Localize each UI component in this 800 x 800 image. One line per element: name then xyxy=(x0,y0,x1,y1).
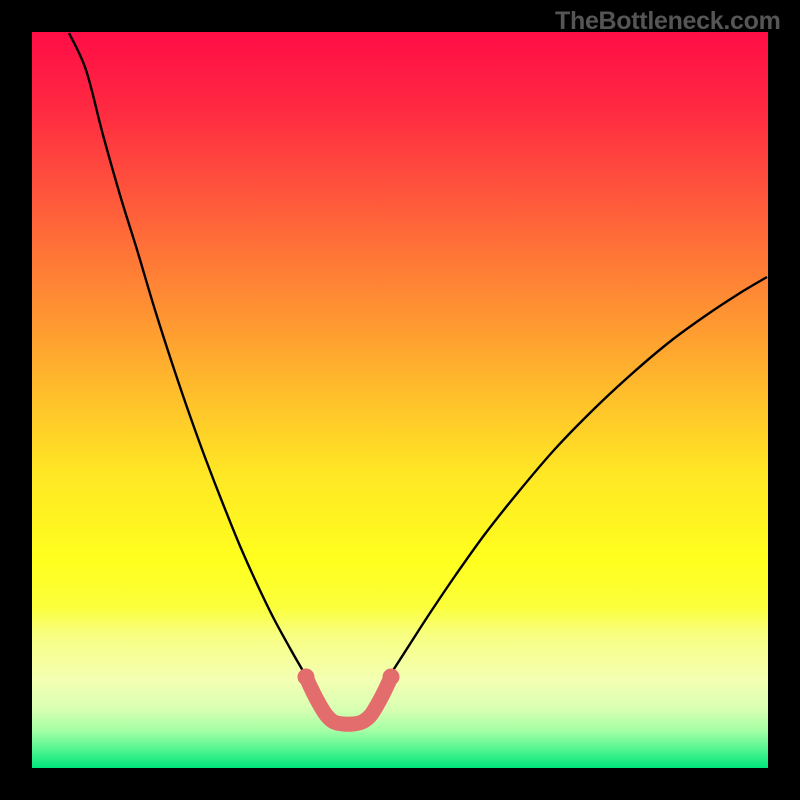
valley-endpoint-dot-1 xyxy=(383,669,400,686)
right-curve xyxy=(384,277,767,684)
valley-highlight xyxy=(306,677,391,724)
watermark-text: TheBottleneck.com xyxy=(555,7,781,36)
chart-svg xyxy=(0,0,800,800)
left-curve xyxy=(69,33,308,680)
chart-frame: TheBottleneck.com xyxy=(0,0,800,800)
valley-endpoint-dot-0 xyxy=(298,669,315,686)
